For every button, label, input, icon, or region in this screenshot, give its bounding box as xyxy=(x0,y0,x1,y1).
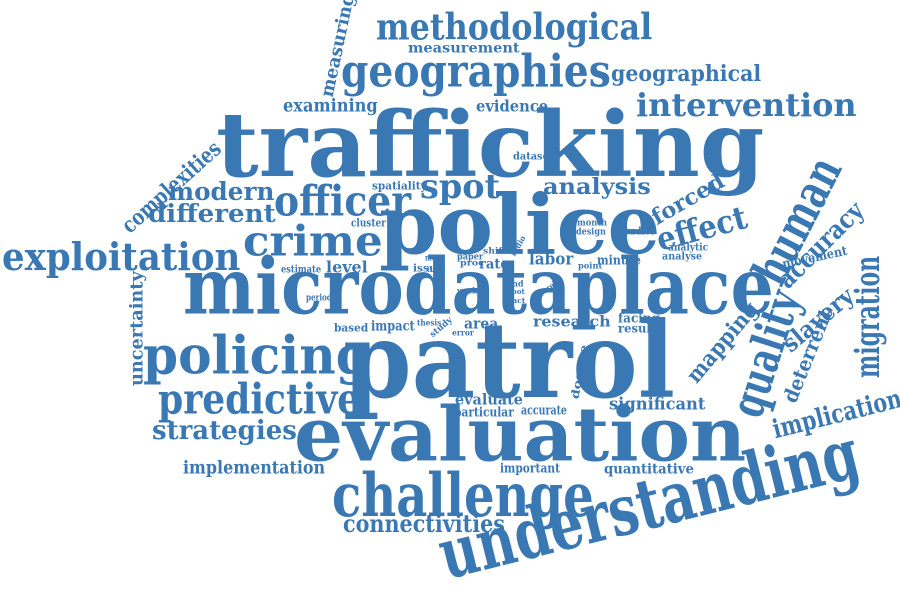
word-evaluate: evaluate xyxy=(455,391,523,409)
word-paper: paper xyxy=(457,251,484,262)
word-patrol: patrol xyxy=(343,298,676,423)
word-area: area xyxy=(464,315,499,333)
word-impact: impact xyxy=(371,318,415,335)
word-intervention: intervention xyxy=(636,85,857,124)
word-level: level xyxy=(326,258,368,277)
word-labor: labor xyxy=(529,248,574,269)
word-analyse: analyse xyxy=(662,250,703,262)
word-analysis: analysis xyxy=(543,174,651,200)
word-studies: studies xyxy=(620,225,656,237)
word-examining: examining xyxy=(283,95,378,117)
word-exploitation: exploitation xyxy=(2,234,241,280)
word-point: point xyxy=(578,262,603,271)
word-facing: facing xyxy=(618,310,660,326)
word-spot: spot xyxy=(420,166,501,207)
word-month: month xyxy=(577,217,608,228)
word-modern: modern xyxy=(168,177,275,207)
word-issue: issue xyxy=(413,262,444,274)
word-research: research xyxy=(533,313,611,331)
word-important: important xyxy=(500,460,561,476)
word-migration: migration xyxy=(847,255,888,378)
word-accurate: accurate xyxy=(521,402,567,418)
word-dataset: dataset xyxy=(513,150,554,162)
word-implementation: implementation xyxy=(183,457,326,479)
word-design: design xyxy=(576,226,606,237)
word-analytic: analytic xyxy=(668,241,709,253)
word-microdataplace: microdataplace xyxy=(183,241,774,333)
word-policing: policing xyxy=(143,324,371,387)
word-connectivities: connectivities xyxy=(343,509,505,538)
word-error: error xyxy=(452,329,474,338)
word-different: different xyxy=(148,199,276,229)
word-officer: officer xyxy=(274,175,412,226)
word-spatiality: spatiality xyxy=(372,180,427,193)
word-quantitative: quantitative xyxy=(604,461,694,478)
word-work: work xyxy=(457,287,478,296)
word-evaluation: evaluation xyxy=(294,390,747,479)
word-result: result xyxy=(618,322,657,336)
word-measurement: measurement xyxy=(408,40,520,57)
word-estimate: estimate xyxy=(281,263,322,275)
word-thesis: thesis xyxy=(417,319,442,328)
word-challenge: challenge xyxy=(332,459,594,530)
word-evidence: evidence xyxy=(476,97,549,116)
word-rate: rate xyxy=(479,256,509,273)
word-police: police xyxy=(379,177,661,274)
word-geographies: geographies xyxy=(341,43,611,98)
word-methodological: methodological xyxy=(376,6,653,49)
word-crime: crime xyxy=(243,215,383,266)
word-particular: particular xyxy=(454,404,514,420)
word-time: time xyxy=(427,265,444,274)
word-significant: significant xyxy=(609,393,706,414)
word-minute: minute xyxy=(597,252,641,268)
word-strategies: strategies xyxy=(152,415,297,446)
word-based: based xyxy=(334,322,369,335)
word-geographical: geographical xyxy=(611,61,762,87)
word-fact: fact xyxy=(509,296,526,305)
word-shift: shift xyxy=(483,247,507,256)
word-most: most xyxy=(425,254,443,263)
word-predictive: predictive xyxy=(158,373,361,424)
word-uncertainty: uncertainty xyxy=(126,271,148,386)
word-trafficking: trafficking xyxy=(216,92,765,198)
word-find: find xyxy=(506,280,524,289)
word-period: period xyxy=(306,292,332,303)
word-proc: proc xyxy=(460,259,485,268)
word-foot: foot xyxy=(509,287,525,296)
word-cluster: cluster xyxy=(351,217,386,230)
